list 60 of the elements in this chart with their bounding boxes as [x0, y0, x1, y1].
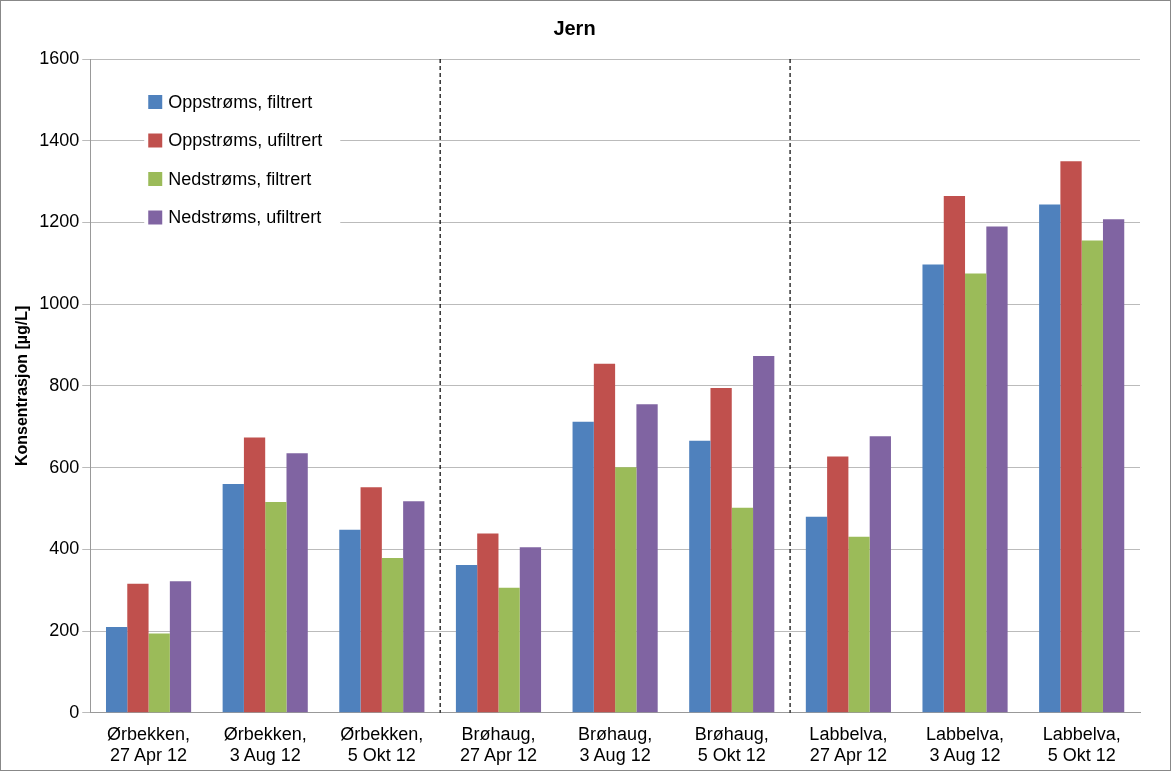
bar — [265, 501, 287, 713]
x-tick-label: Labbelva, 27 Apr 12 — [809, 723, 888, 766]
y-tick-label: 1400 — [39, 129, 80, 150]
x-tick-label: Ørbekken, 3 Aug 12 — [223, 723, 307, 766]
bar — [636, 404, 658, 713]
bar — [753, 356, 775, 713]
bar — [519, 547, 542, 713]
bar — [827, 456, 849, 713]
bar — [498, 587, 520, 713]
y-tick-label: 200 — [49, 620, 80, 641]
x-tick-label: Brøhaug, 5 Okt 12 — [694, 723, 769, 766]
bar — [965, 273, 987, 713]
bar — [848, 536, 870, 713]
y-tick-label: 1600 — [39, 47, 80, 68]
bar — [572, 421, 594, 713]
bar — [593, 363, 616, 713]
bar — [148, 633, 170, 713]
x-tick-label: Ørbekken, 5 Okt 12 — [340, 723, 424, 766]
y-tick-label: 1200 — [39, 211, 80, 232]
legend-label: Nedstrøms, filtrert — [168, 168, 312, 189]
bar — [1060, 161, 1082, 713]
bar — [869, 436, 891, 713]
x-tick-label: Brøhaug, 27 Apr 12 — [459, 723, 538, 766]
bar — [1081, 240, 1103, 713]
legend-label: Oppstrøms, ufiltrert — [168, 130, 323, 151]
y-tick-label: 600 — [49, 456, 80, 477]
bar — [222, 483, 244, 713]
y-tick-label: 1000 — [39, 293, 80, 314]
bar — [943, 195, 966, 713]
bar — [339, 529, 361, 713]
x-tick-label: Labbelva, 3 Aug 12 — [926, 723, 1005, 766]
bar — [455, 564, 478, 713]
bar — [986, 226, 1008, 713]
legend-label: Nedstrøms, ufiltrert — [168, 207, 322, 228]
y-tick-label: 800 — [49, 374, 80, 395]
bar — [477, 533, 499, 713]
bar — [243, 437, 266, 713]
y-tick-label: 400 — [49, 538, 80, 559]
x-tick-label: Brøhaug, 3 Aug 12 — [578, 723, 653, 766]
bar — [1039, 204, 1061, 713]
bar — [381, 557, 404, 713]
x-tick-label: Labbelva, 5 Okt 12 — [1042, 723, 1121, 766]
bar — [615, 467, 637, 713]
bar — [922, 264, 944, 713]
bar — [689, 440, 711, 713]
bar — [731, 507, 754, 713]
bar — [1102, 219, 1125, 713]
bar — [403, 501, 425, 713]
chart-title: Jern — [553, 16, 596, 39]
bar — [710, 387, 732, 713]
bar — [286, 453, 308, 713]
bar — [805, 516, 828, 713]
legend-label: Oppstrøms, filtrert — [168, 91, 313, 112]
bar — [127, 583, 149, 713]
bar — [105, 626, 128, 713]
y-axis-title: Konsentrasjon [µg/L] — [13, 305, 31, 467]
bar — [169, 581, 192, 713]
bar — [360, 487, 382, 713]
x-tick-label: Ørbekken, 27 Apr 12 — [107, 723, 191, 766]
y-tick-label: 0 — [69, 701, 80, 722]
